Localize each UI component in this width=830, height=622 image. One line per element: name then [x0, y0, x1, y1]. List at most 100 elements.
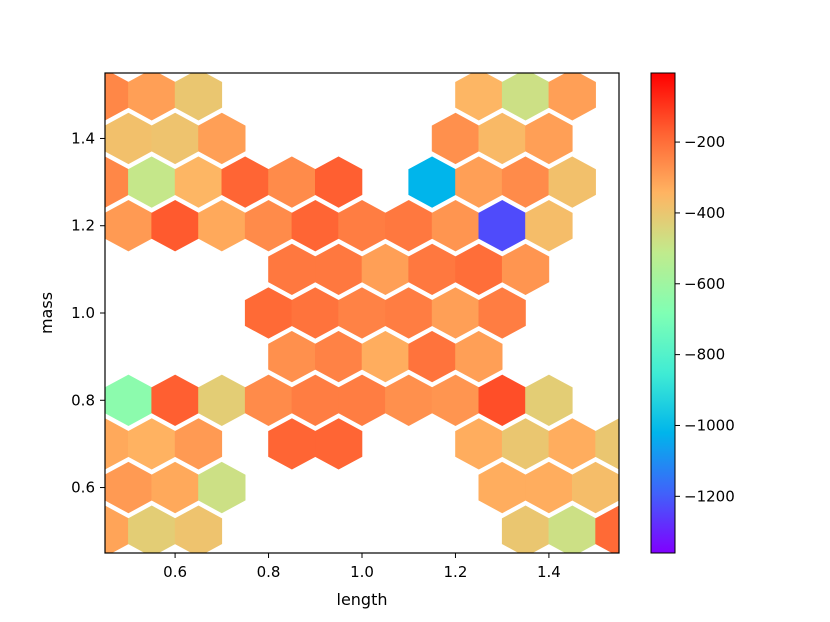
- hex-cell: [174, 418, 223, 470]
- y-tick-label: 1.4: [71, 129, 95, 147]
- hex-cell: [548, 505, 596, 553]
- hex-cell: [174, 73, 223, 121]
- hex-cell: [268, 243, 316, 296]
- hex-cell: [385, 200, 433, 252]
- hex-cell: [268, 330, 316, 383]
- hex-cell: [198, 200, 246, 252]
- x-tick-label: 1.2: [444, 563, 468, 581]
- colorbar-tick-label: −1000: [684, 416, 735, 434]
- hex-cell: [478, 461, 526, 514]
- y-axis-label: mass: [37, 292, 56, 334]
- hex-cell: [105, 374, 152, 426]
- hex-cell: [198, 461, 246, 514]
- hex-cell: [501, 505, 550, 553]
- y-tick-label: 1.0: [71, 304, 95, 322]
- hex-cell: [431, 112, 480, 165]
- hex-cell: [105, 461, 152, 514]
- hex-cell: [525, 461, 573, 514]
- hex-cell: [501, 243, 550, 296]
- hex-cell: [291, 374, 339, 426]
- hex-cell: [128, 73, 176, 121]
- hex-cell: [338, 287, 386, 339]
- hex-cell: [548, 156, 596, 208]
- hex-cell: [595, 418, 619, 470]
- hex-cell: [314, 156, 363, 208]
- hex-cell: [478, 287, 526, 339]
- hex-cell: [361, 243, 410, 296]
- x-tick-label: 0.6: [163, 563, 187, 581]
- hex-cell: [525, 112, 573, 165]
- colorbar-tick-label: −1200: [684, 487, 735, 505]
- x-tick-label: 1.4: [537, 563, 561, 581]
- hex-cell: [431, 287, 480, 339]
- hex-cell: [595, 505, 619, 553]
- hex-cell: [455, 418, 503, 470]
- hex-cell: [548, 418, 596, 470]
- hex-cell: [151, 112, 199, 165]
- colorbar: [650, 72, 676, 554]
- hex-cell: [314, 418, 363, 470]
- hex-cell: [525, 200, 573, 252]
- x-tick-label: 0.8: [257, 563, 281, 581]
- colorbar-axis: −200 −400 −600 −800 −1000 −1200: [675, 133, 735, 505]
- y-tick-label: 0.8: [71, 391, 95, 409]
- hex-cell: [314, 330, 363, 383]
- hex-cell: [455, 156, 503, 208]
- colorbar-tick-label: −800: [684, 346, 725, 364]
- hex-cell: [151, 200, 199, 252]
- hex-cell: [268, 418, 316, 470]
- hex-cell: [455, 330, 503, 383]
- hex-cell: [244, 287, 293, 339]
- hex-cell: [105, 112, 152, 165]
- hex-cell: [478, 112, 526, 165]
- colorbar-tick-label: −200: [684, 133, 725, 151]
- hex-cell: [268, 156, 316, 208]
- hex-cell: [338, 374, 386, 426]
- hex-cell: [385, 374, 433, 426]
- hex-cell: [291, 200, 339, 252]
- hex-cell: [244, 374, 293, 426]
- x-tick-label: 1.0: [350, 563, 374, 581]
- hex-cell: [314, 243, 363, 296]
- hex-cell: [244, 200, 293, 252]
- hex-cell: [431, 200, 480, 252]
- hex-cell: [291, 287, 339, 339]
- hex-cell: [501, 156, 550, 208]
- hex-cell: [548, 73, 596, 121]
- hex-cell: [128, 418, 176, 470]
- hexbin-cells: [105, 73, 619, 553]
- hex-cell: [408, 156, 456, 208]
- x-axis-label: length: [337, 590, 388, 609]
- x-axis: 0.6 0.8 1.0 1.2 1.4: [163, 553, 561, 581]
- hex-cell: [105, 200, 152, 252]
- hex-cell: [151, 461, 199, 514]
- hex-cell: [571, 461, 619, 514]
- hex-cell: [408, 330, 456, 383]
- hex-cell: [478, 200, 526, 252]
- hex-cell: [361, 330, 410, 383]
- hex-cell: [338, 200, 386, 252]
- hex-cell: [455, 73, 503, 121]
- y-tick-label: 1.2: [71, 217, 95, 235]
- hex-cell: [198, 374, 246, 426]
- hex-cell: [455, 243, 503, 296]
- hex-cell: [501, 73, 550, 121]
- hex-cell: [221, 156, 269, 208]
- hex-cell: [525, 374, 573, 426]
- hex-cell: [478, 374, 526, 426]
- hex-cell: [174, 156, 223, 208]
- hex-cell: [128, 156, 176, 208]
- y-tick-label: 0.6: [71, 479, 95, 497]
- y-axis: 0.6 0.8 1.0 1.2 1.4: [71, 129, 105, 497]
- hex-cell: [385, 287, 433, 339]
- hex-cell: [128, 505, 176, 553]
- colorbar-tick-label: −400: [684, 204, 725, 222]
- hex-cell: [501, 418, 550, 470]
- hex-cell: [198, 112, 246, 165]
- hex-cell: [408, 243, 456, 296]
- hex-cell: [431, 374, 480, 426]
- hex-cell: [151, 374, 199, 426]
- hex-cell: [174, 505, 223, 553]
- colorbar-tick-label: −600: [684, 275, 725, 293]
